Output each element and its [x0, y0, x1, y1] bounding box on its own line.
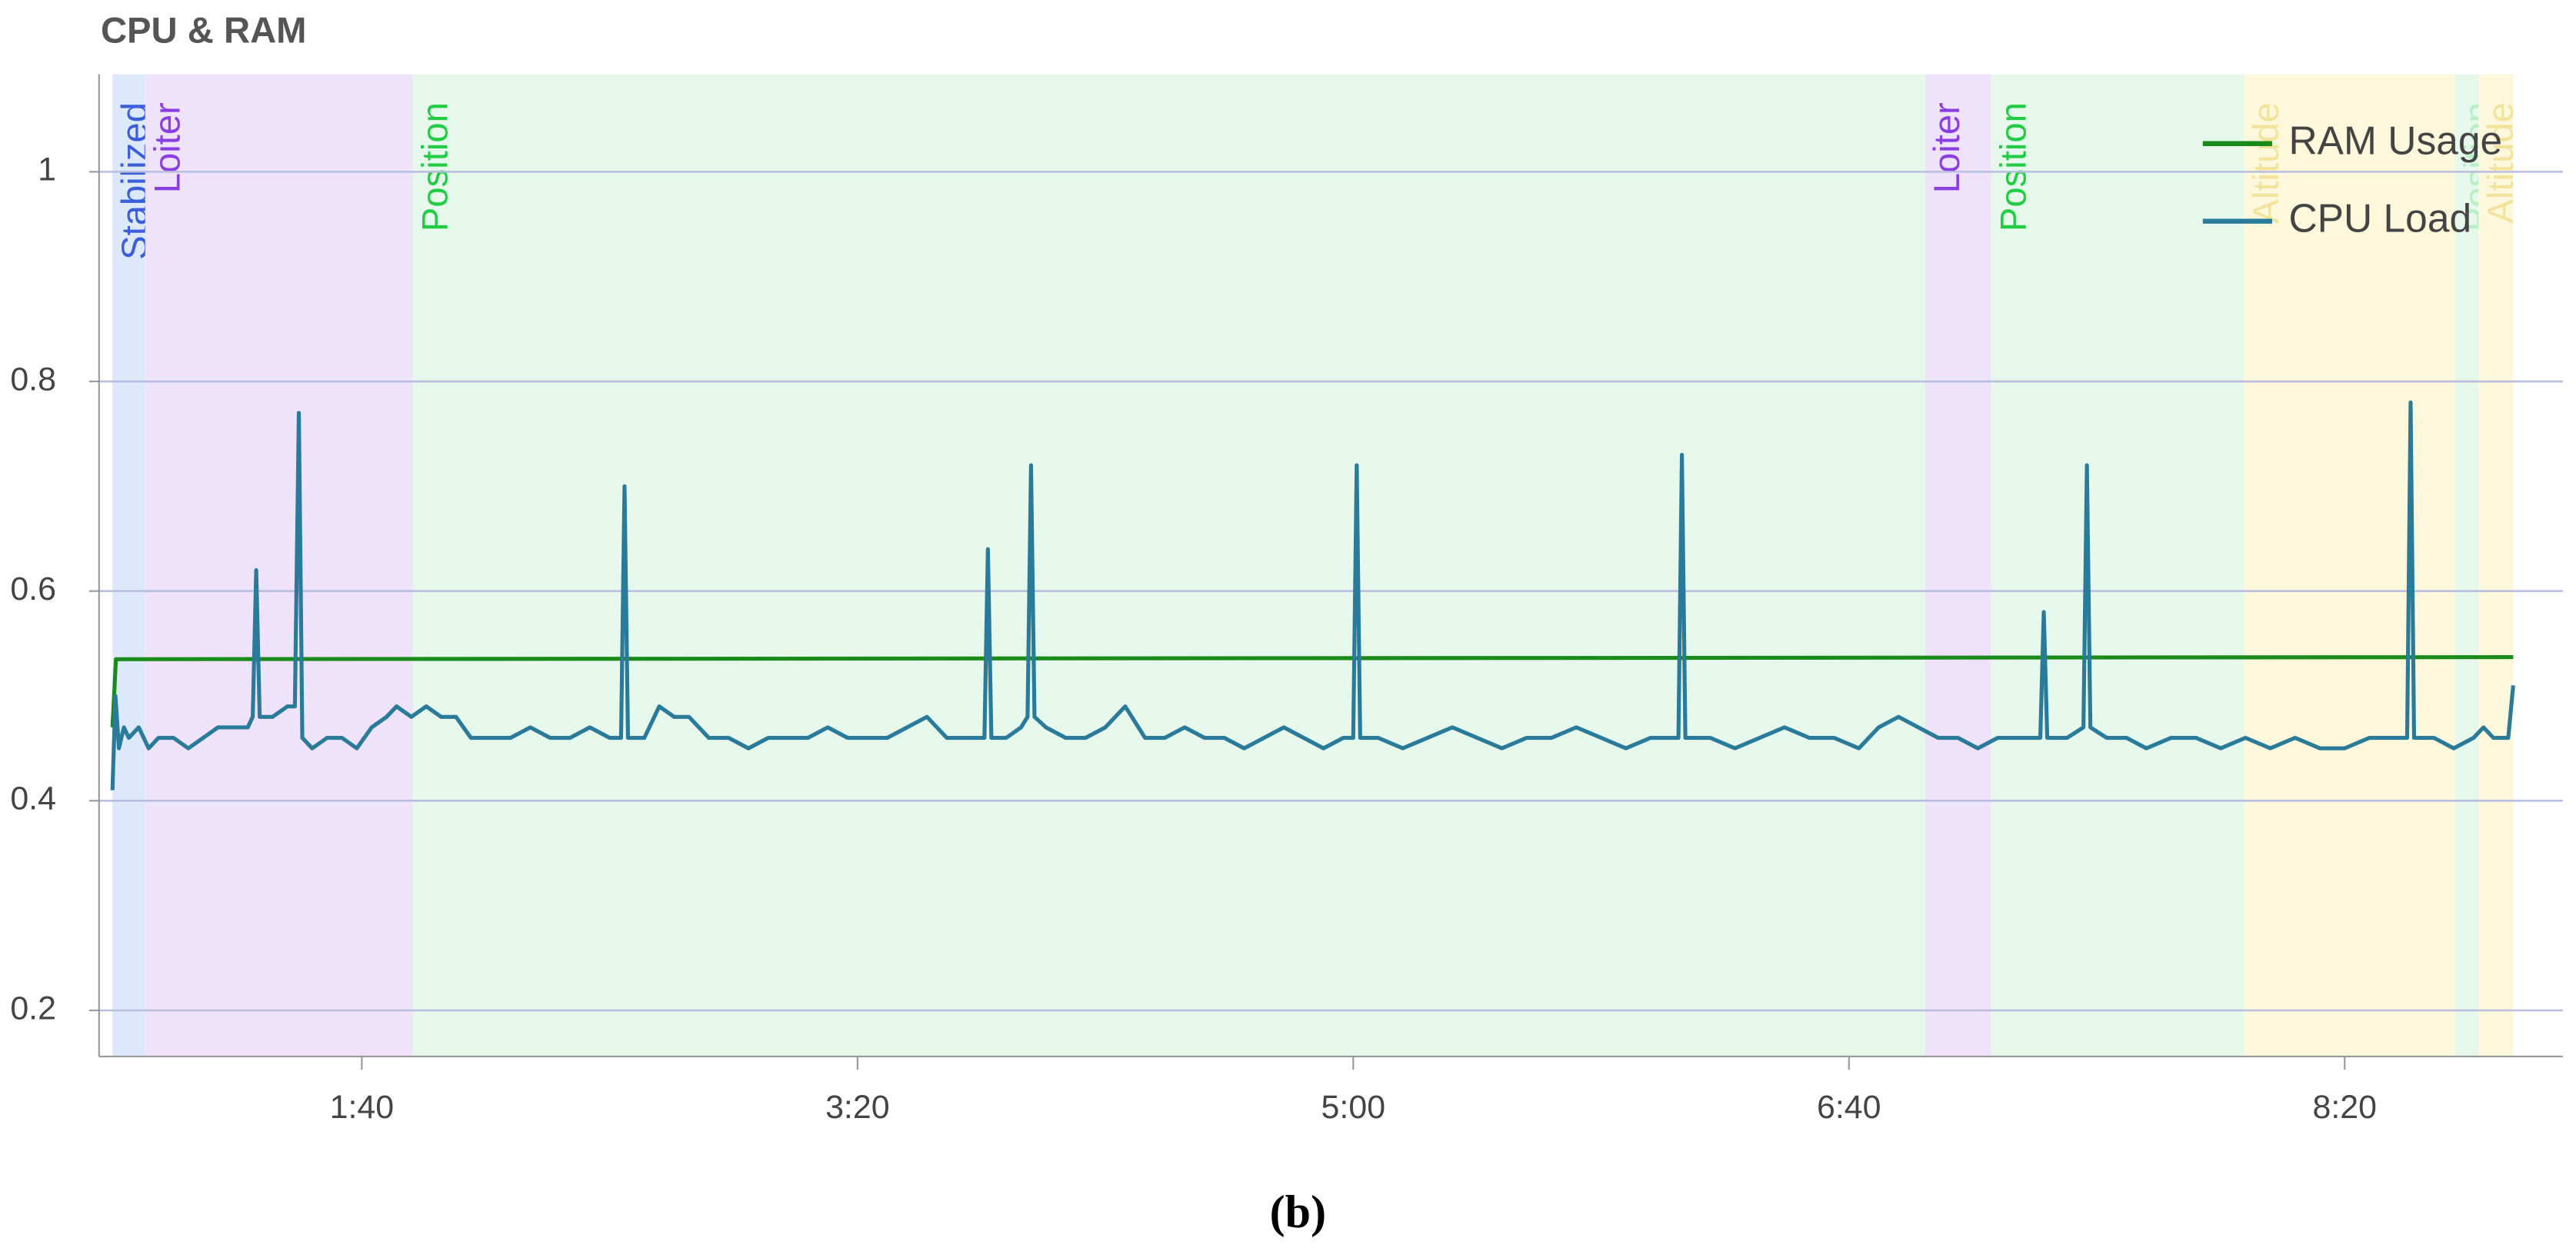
x-tick-label: 8:20 — [2312, 1089, 2377, 1126]
axes: 0.2 0.4 0.6 0.8 1 1:40 3:20 5:00 6:40 8:20 — [10, 74, 2563, 1126]
series-line — [110, 400, 2515, 790]
x-tick-label: 3:20 — [825, 1089, 890, 1126]
legend-label: RAM Usage — [2288, 118, 2502, 162]
y-tick-label: 0.4 — [10, 780, 56, 817]
mode-band — [2478, 74, 2514, 1057]
mode-label: Loiter — [147, 102, 188, 193]
grid — [98, 171, 2563, 1012]
series-lines — [110, 400, 2515, 790]
x-tick-label: 5:00 — [1321, 1089, 1386, 1126]
mode-label: Altitude — [2481, 102, 2521, 224]
mode-band — [2244, 74, 2455, 1057]
mode-label: Position — [1993, 102, 2034, 231]
legend-label: CPU Load — [2288, 195, 2471, 240]
caption: (b) — [1270, 1186, 1326, 1238]
x-tick-label: 6:40 — [1817, 1089, 1881, 1126]
mode-band — [112, 74, 145, 1057]
y-tick-label: 1 — [38, 151, 56, 188]
mode-band — [412, 74, 1925, 1057]
x-tick-label: 1:40 — [330, 1089, 395, 1126]
mode-band — [2454, 74, 2479, 1057]
mode-label: Altitude — [2246, 102, 2287, 224]
mode-band — [1925, 74, 1991, 1057]
legend: RAM Usage CPU Load — [2202, 118, 2502, 240]
y-tick-label: 0.8 — [10, 361, 56, 398]
mode-label: Loiter — [1927, 102, 1968, 193]
y-tick-label: 0.6 — [10, 571, 56, 607]
mode-label: Position — [415, 102, 455, 231]
mode-band — [1991, 74, 2244, 1057]
mode-band — [145, 74, 413, 1057]
chart-title: CPU & RAM — [101, 10, 307, 51]
y-tick-label: 0.2 — [10, 990, 56, 1027]
